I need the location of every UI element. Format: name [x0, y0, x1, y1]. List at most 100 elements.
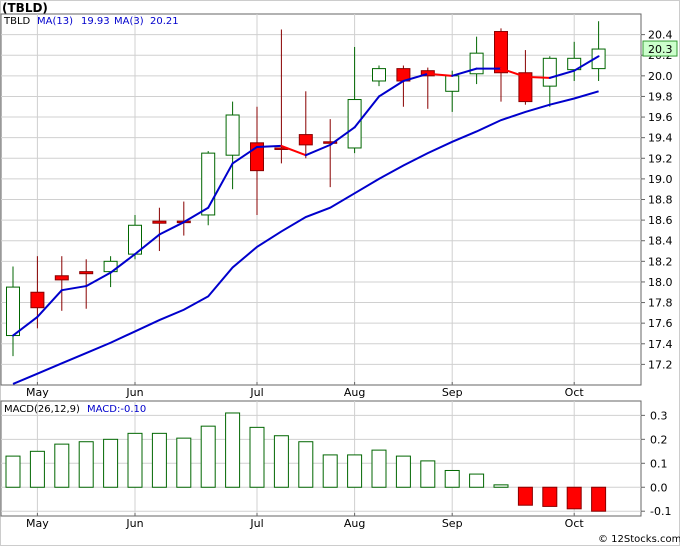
ma3-segment [573, 55, 600, 72]
candle-body [225, 114, 240, 156]
price-candles [6, 21, 606, 357]
candle-body [518, 72, 533, 103]
candle [591, 21, 606, 81]
x-tick-label: Jul [249, 517, 263, 530]
macd-tick-label: 0.0 [650, 481, 668, 494]
price-panel: 17.2 17.4 17.6 17.8 18.0 18.2 18.4 18.6 18.8 19.0… [0, 13, 678, 386]
price-tick-label: 19.2 [648, 152, 673, 165]
candle-body [372, 68, 386, 82]
x-tick-label: Jul [249, 386, 263, 399]
ma3-segment [353, 95, 380, 129]
x-tick-label: Oct [565, 517, 585, 530]
ma3-segment [134, 233, 161, 256]
ma13-line [12, 90, 599, 385]
ticker-title: (TBLD) [2, 1, 48, 15]
price-tick-label: 18.0 [648, 276, 673, 289]
macd-bar [78, 441, 94, 488]
ma3-segment [109, 253, 136, 274]
price-tick-label: 18.4 [648, 235, 673, 248]
x-tick-label: Jun [125, 517, 143, 530]
candle [372, 65, 386, 87]
candle-body [30, 291, 45, 309]
legend-ma13-label: MA(13) [37, 16, 73, 27]
ma3-segment [85, 271, 112, 288]
macd-bars [5, 412, 607, 512]
price-tick-label: 19.6 [648, 111, 673, 124]
macd-bar [371, 449, 387, 488]
macd-tick-label: -0.1 [650, 505, 671, 518]
macd-bar [347, 454, 363, 488]
candle [54, 256, 69, 311]
macd-bar [5, 455, 21, 488]
macd-bar [542, 486, 558, 507]
price-tick-label: 18.8 [648, 194, 673, 207]
price-tick-label: 17.8 [648, 297, 673, 310]
price-legend: TBLD MA(13) 19.93 MA(3) 20.21 [3, 16, 179, 27]
candle [79, 259, 94, 309]
ma3-segment [304, 143, 332, 157]
macd-bar [225, 412, 241, 488]
macd-bar [420, 460, 436, 488]
candle [323, 119, 338, 188]
ma3-segment [256, 144, 283, 148]
ma3-segment [280, 144, 307, 157]
candle [494, 28, 508, 102]
candle [6, 266, 20, 357]
candle [225, 101, 240, 190]
candle [445, 70, 460, 112]
price-tick-label: 17.4 [648, 338, 673, 351]
ma3-segment [500, 67, 527, 78]
macd-bar [249, 426, 265, 488]
x-tick-label: Sep [442, 386, 463, 399]
x-tick-label: Aug [344, 386, 365, 399]
macd-bar [591, 486, 607, 512]
ma3-segment [451, 67, 478, 77]
candle-body [54, 275, 69, 281]
macd-bar [54, 443, 70, 488]
price-moving-averages [12, 55, 600, 385]
price-tick-label: 18.2 [648, 255, 673, 268]
candle [298, 91, 313, 159]
ma3-segment [158, 221, 185, 236]
macd-tick-label: 0.3 [650, 409, 668, 422]
x-tick-label: Oct [565, 386, 585, 399]
ma3-segment [36, 289, 63, 318]
macd-tick-label: 0.1 [650, 457, 668, 470]
macd-tick-label: 0.2 [650, 433, 668, 446]
candle [128, 214, 142, 260]
x-tick-label: Jun [125, 386, 143, 399]
candle-body [591, 48, 606, 70]
price-tick-label: 20.4 [648, 29, 673, 42]
macd-bar [151, 432, 167, 488]
macd-label: MACD(26,12,9) [4, 404, 80, 415]
price-tick-label: 19.0 [648, 173, 673, 186]
ma3-segment [524, 75, 551, 79]
macd-bar [395, 455, 411, 488]
ma3-segment [426, 72, 454, 77]
macd-bar [273, 435, 289, 488]
candle-body [152, 220, 167, 224]
macd-bar [127, 432, 143, 488]
last-price-badge-bg [642, 40, 678, 57]
price-tick-label: 17.2 [648, 358, 673, 371]
last-price-badge-text: 20.3 [648, 43, 673, 56]
ma3-segment [207, 162, 234, 209]
price-tick-label: 20.0 [648, 70, 673, 83]
macd-x-axis: May Jun Jul Aug Sep Oct [26, 513, 584, 530]
x-tick-label: Aug [344, 517, 365, 530]
candle-body [201, 152, 216, 216]
legend-symbol: TBLD [3, 16, 31, 27]
macd-panel: -0.1 0.0 0.1 0.2 0.3 MACD(26,12,9) MACD:-0.1… [0, 400, 671, 518]
macd-bar [176, 437, 192, 488]
macd-bar [298, 441, 314, 488]
price-tick-label: 18.6 [648, 214, 673, 227]
macd-bar [200, 425, 216, 488]
ma3-segment [60, 285, 88, 292]
price-tick-label: 19.4 [648, 132, 673, 145]
legend-ma13-value: 19.93 [81, 16, 110, 27]
macd-bar [29, 450, 45, 488]
candle-body [347, 99, 362, 149]
price-x-axis: May Jun Jul Aug Sep Oct [26, 382, 584, 399]
candle-body [6, 286, 20, 337]
